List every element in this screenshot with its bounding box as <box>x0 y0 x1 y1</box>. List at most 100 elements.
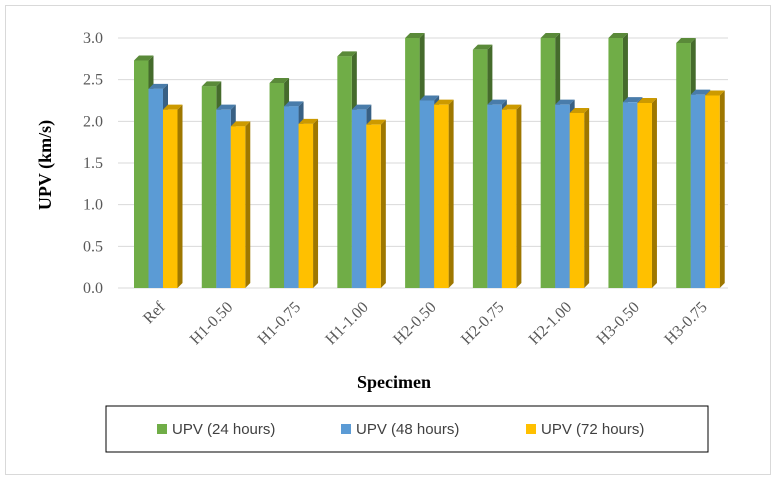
x-tick-label: H2-1.00 <box>526 299 575 348</box>
x-tick-label: H2-0.75 <box>458 299 507 348</box>
bar-top <box>201 81 222 87</box>
bar-top <box>337 51 357 57</box>
legend: UPV (24 hours) UPV (48 hours) UPV (72 hour… <box>105 405 709 453</box>
bar-side <box>651 98 657 288</box>
bar-top <box>540 33 561 38</box>
bar-side <box>516 104 522 289</box>
bar-front <box>540 38 556 288</box>
legend-label: UPV (24 hours) <box>172 421 275 438</box>
bar-side <box>719 90 725 288</box>
bar-top <box>487 99 507 105</box>
y-tick-label: 0.0 <box>83 280 103 297</box>
bar-top <box>148 83 168 89</box>
bar-front <box>134 60 149 288</box>
y-axis-title: UPV (km/s) <box>35 120 56 210</box>
bar-top <box>269 78 290 83</box>
bar-top <box>690 89 711 95</box>
bar-top <box>351 104 372 110</box>
x-tick-label: H3-0.75 <box>661 299 710 348</box>
x-tick-labels: Ref H1-0.50 H1-0.75 H1-1.00 H2-0.50 H2-0.75 H2… <box>140 298 711 348</box>
bar-front <box>366 124 381 289</box>
x-axis-title: Specimen <box>357 372 431 392</box>
bar <box>434 99 454 289</box>
bar-front <box>608 38 623 288</box>
bar-top <box>163 104 183 110</box>
x-tick-label: H2-0.50 <box>390 299 439 348</box>
x-tick-label: H1-0.75 <box>255 299 304 348</box>
bar <box>705 90 725 288</box>
bar-top <box>622 97 643 103</box>
bar-front <box>434 104 449 289</box>
bar <box>366 119 386 289</box>
bar-top <box>298 118 319 124</box>
bar-front <box>472 49 488 288</box>
legend-swatch <box>526 424 536 434</box>
bar-front <box>501 109 517 289</box>
y-tick-label: 0.5 <box>83 238 103 255</box>
bar-front <box>298 123 314 288</box>
bar-top <box>366 119 386 125</box>
bar-front <box>351 109 367 289</box>
y-tick-labels: 0.0 0.5 1.0 1.5 2.0 2.5 3.0 <box>83 30 103 297</box>
bar-top <box>569 108 590 113</box>
y-tick-label: 1.5 <box>83 155 103 172</box>
bar <box>501 104 522 289</box>
bar-side <box>245 121 251 288</box>
y-tick-label: 2.5 <box>83 72 103 89</box>
bars-group <box>134 33 725 289</box>
bar <box>163 104 183 289</box>
bar-top <box>637 98 657 103</box>
legend-swatch <box>341 424 351 434</box>
bar-side <box>380 119 386 289</box>
bar-front <box>163 109 178 289</box>
bar <box>298 118 319 288</box>
bar-front <box>148 88 163 288</box>
bar-top <box>419 95 440 101</box>
bar-top <box>472 44 493 50</box>
bar-front <box>705 95 720 288</box>
x-tick-label: H3-0.50 <box>594 299 643 348</box>
bar-front <box>269 83 285 288</box>
bar-front <box>676 43 691 288</box>
bar-front <box>337 56 352 289</box>
bar-side <box>313 118 319 288</box>
bar-front <box>419 100 435 288</box>
bar-front <box>555 104 570 289</box>
y-tick-label: 3.0 <box>83 30 103 47</box>
bar-side <box>584 108 590 288</box>
x-tick-label: Ref <box>140 298 169 327</box>
bar-front <box>637 103 652 288</box>
bar <box>569 108 590 288</box>
legend-label: UPV (48 hours) <box>356 421 459 438</box>
bar-front <box>405 38 420 288</box>
y-tick-label: 2.0 <box>83 113 103 130</box>
bar-front <box>690 94 706 289</box>
bar-side <box>448 99 454 289</box>
y-tick-label: 1.0 <box>83 197 103 214</box>
bar <box>230 121 251 288</box>
legend-swatch <box>157 424 167 434</box>
bar-top <box>705 90 725 96</box>
bar-top <box>676 38 696 43</box>
bar-front <box>487 104 502 289</box>
bar-top <box>405 33 425 38</box>
bar-front <box>622 102 638 289</box>
bar-top <box>216 104 236 110</box>
bar <box>637 98 657 288</box>
legend-box <box>105 405 709 453</box>
bar-front <box>569 113 585 288</box>
bar-top <box>555 99 575 105</box>
bar-front <box>201 86 217 288</box>
bar-top <box>230 121 251 127</box>
bar-top <box>284 101 304 107</box>
bar-top <box>434 99 454 105</box>
bar-top <box>501 104 522 110</box>
bar-top <box>608 33 628 38</box>
x-tick-label: H1-0.50 <box>187 299 236 348</box>
bar-front <box>230 126 246 288</box>
bar-front <box>284 106 299 288</box>
x-tick-label: H1-1.00 <box>322 299 371 348</box>
bar-side <box>177 104 183 289</box>
legend-label: UPV (72 hours) <box>541 421 644 438</box>
